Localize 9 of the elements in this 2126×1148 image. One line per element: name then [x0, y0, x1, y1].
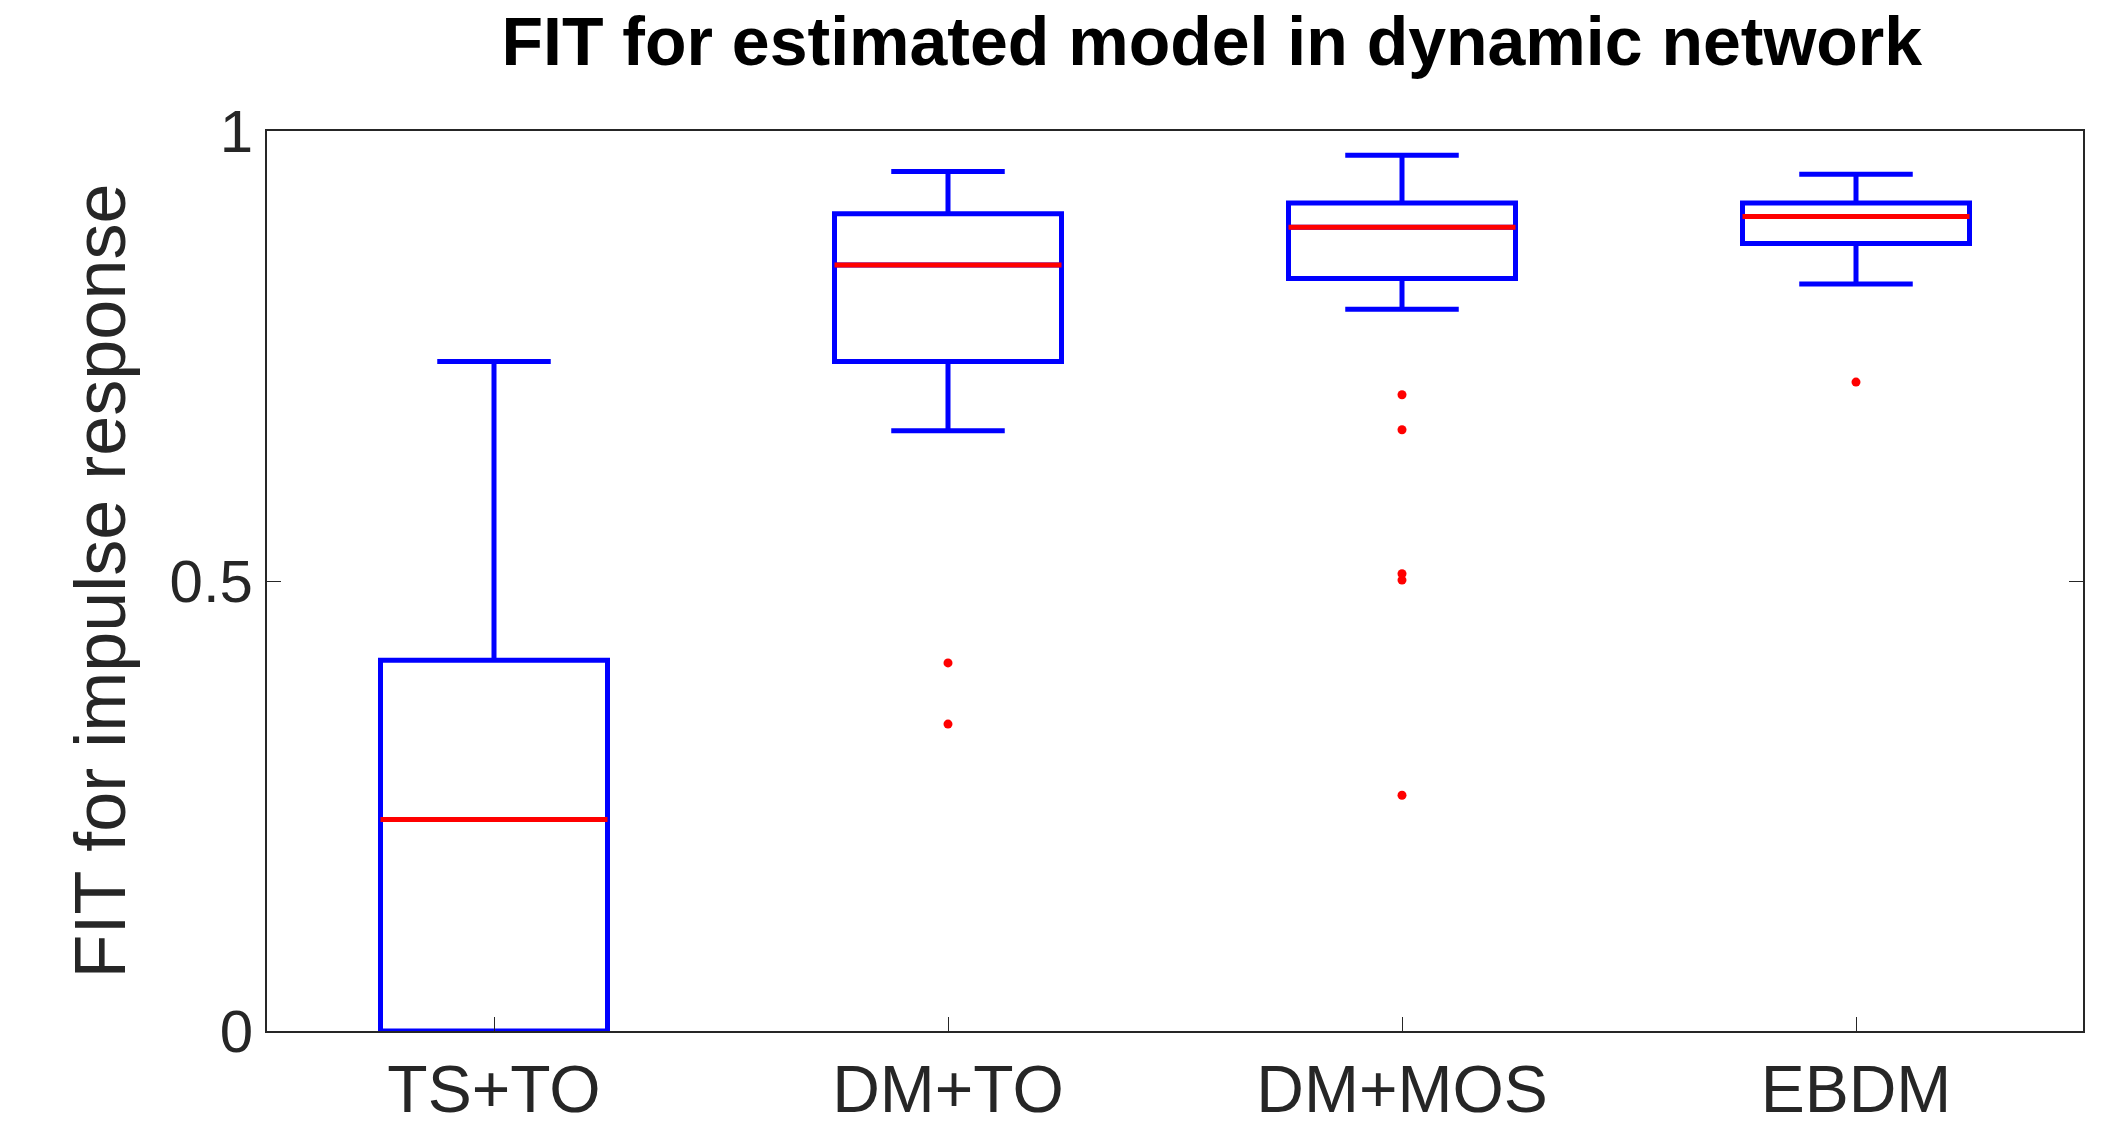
- x-tick-label: DM+TO: [832, 1052, 1064, 1127]
- x-tick-label: DM+MOS: [1256, 1052, 1548, 1127]
- y-tick-label: 0.5: [169, 548, 253, 615]
- y-axis-title: FIT for impulse response: [60, 183, 141, 979]
- x-tick-label: TS+TO: [387, 1052, 601, 1127]
- y-tick-label: 1: [219, 98, 253, 165]
- y-tick-label: 0: [219, 998, 253, 1065]
- x-tick-label: EBDM: [1760, 1052, 1952, 1127]
- chart-title: FIT for estimated model in dynamic network: [501, 2, 1923, 79]
